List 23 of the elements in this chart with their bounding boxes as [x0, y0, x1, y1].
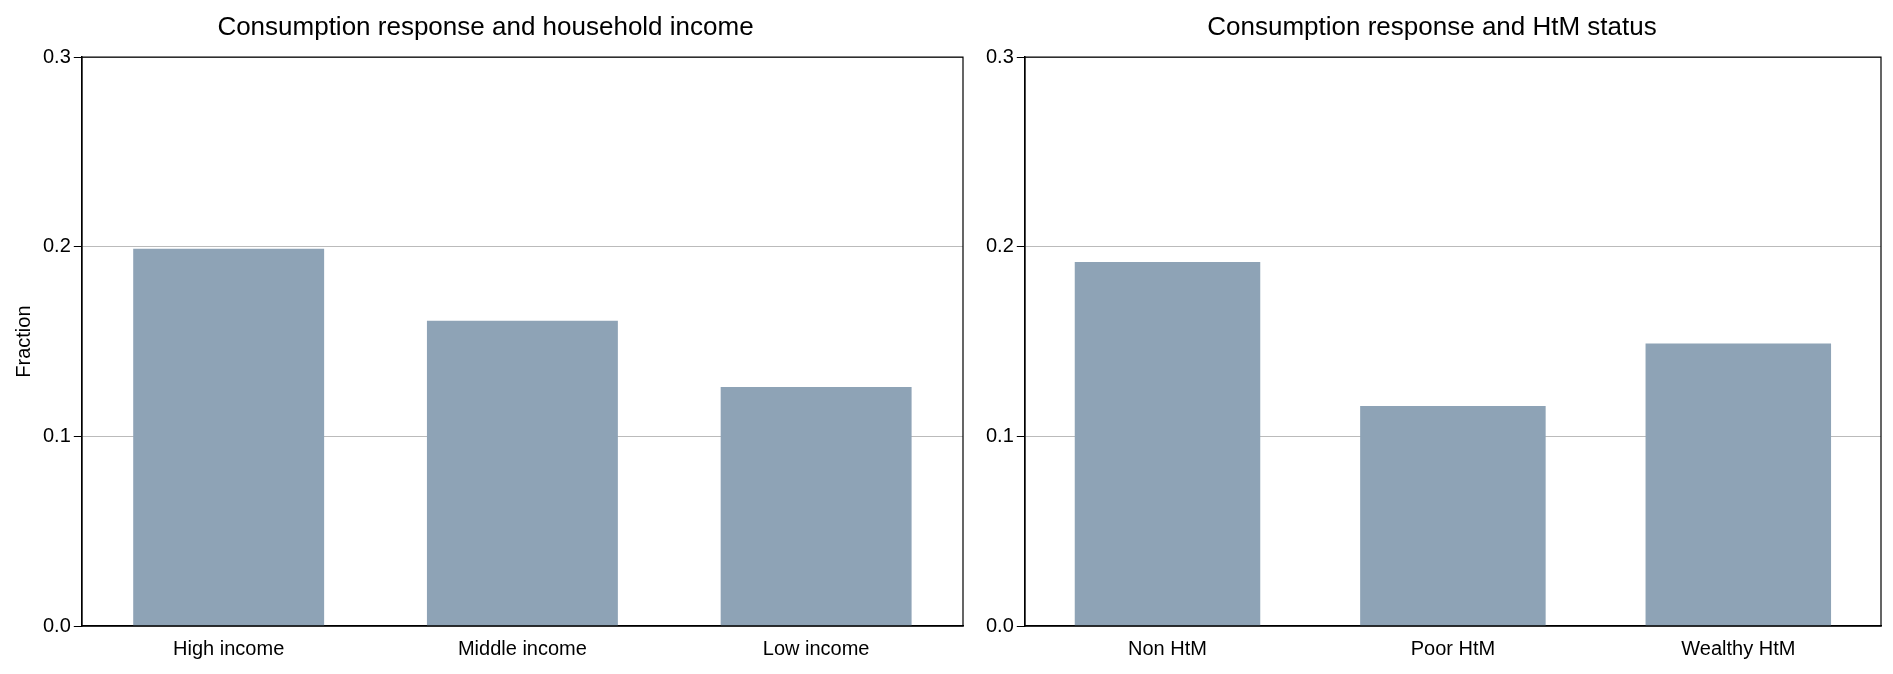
x-tick-label: Poor HtM	[1410, 636, 1496, 659]
x-tick-label: Middle income	[457, 636, 587, 659]
chart-title: Consumption response and HtM status	[1207, 10, 1657, 41]
bar	[426, 320, 618, 626]
bar	[720, 387, 912, 626]
y-tick-label: 0.3	[42, 44, 71, 67]
y-tick-label: 0.2	[985, 234, 1014, 257]
x-tick-label: High income	[173, 636, 285, 659]
x-tick-label: Low income	[762, 636, 870, 659]
bar	[1645, 343, 1832, 626]
y-tick-label: 0.0	[42, 613, 71, 636]
bar	[133, 248, 325, 626]
y-axis-title: Fraction	[11, 305, 34, 378]
bar	[1360, 406, 1546, 626]
y-tick-label: 0.0	[985, 613, 1014, 636]
x-tick-label: Wealthy HtM	[1681, 636, 1796, 659]
y-tick-label: 0.3	[985, 44, 1014, 67]
y-tick-label: 0.1	[42, 423, 71, 446]
y-tick-label: 0.2	[42, 234, 71, 257]
y-tick-label: 0.1	[985, 423, 1014, 446]
chart-title: Consumption response and household income	[217, 10, 754, 41]
x-tick-label: Non HtM	[1128, 636, 1207, 659]
bar	[1074, 261, 1261, 626]
